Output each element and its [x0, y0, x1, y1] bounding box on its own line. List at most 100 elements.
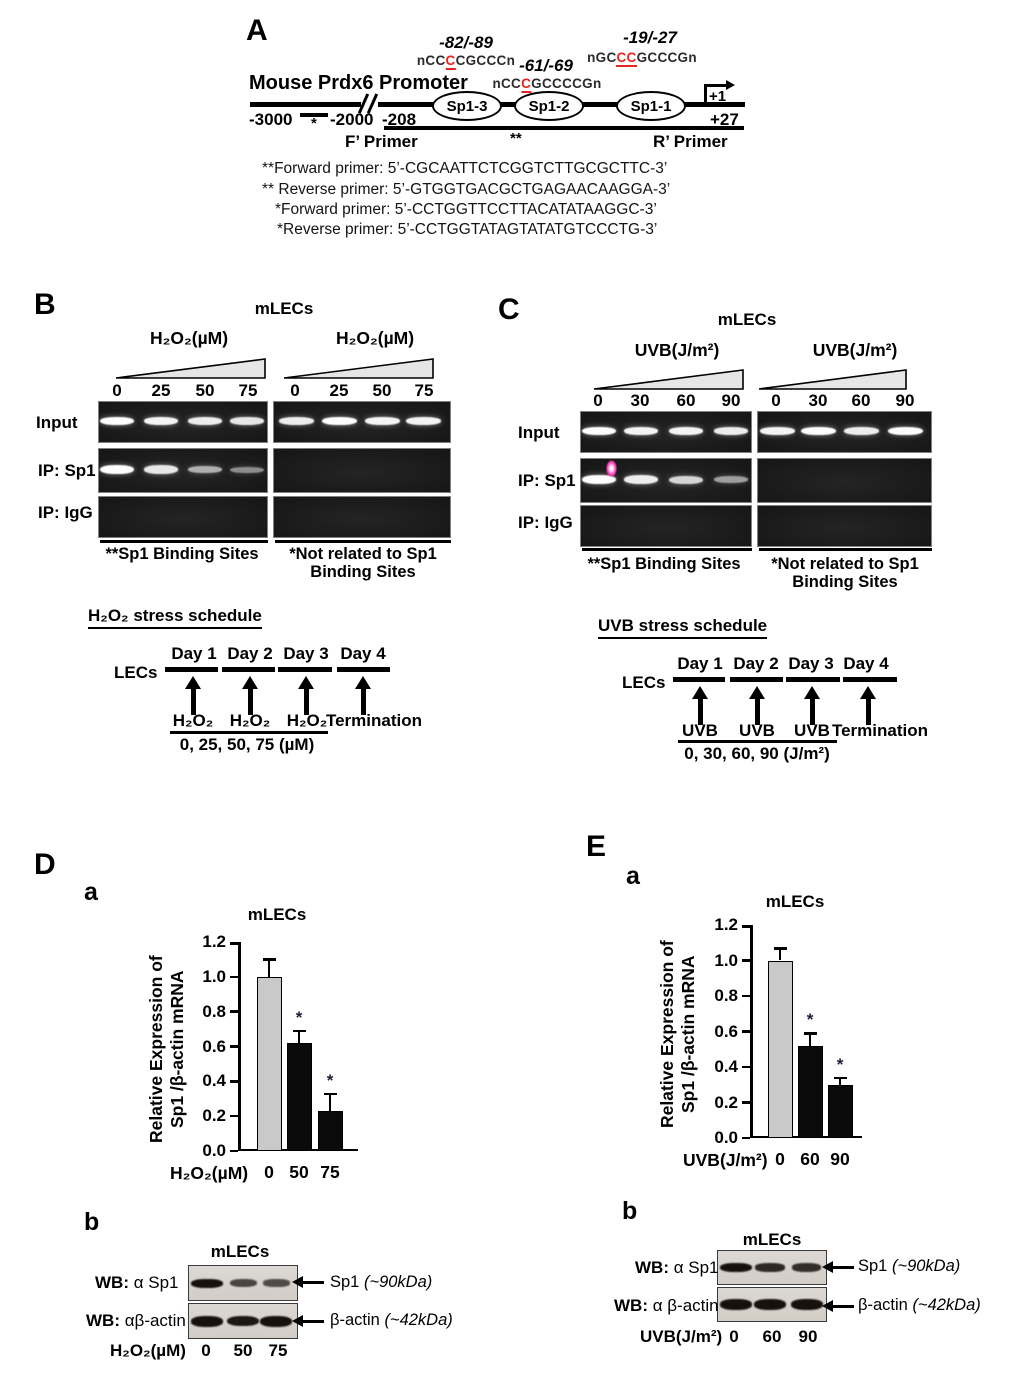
y-tick-label: 0.6 [714, 1021, 738, 1041]
treatment-arrow [298, 676, 314, 715]
gel-ip-igg-row [757, 505, 932, 547]
treatment-label: Termination [325, 711, 423, 730]
gel-caption-rule [582, 548, 752, 551]
gel-caption-not-related: *Not related to Sp1 [771, 555, 919, 573]
error-bar-cap [292, 1029, 306, 1033]
blot-band [260, 1315, 293, 1327]
reverse-primer-label: R’ Primer [653, 132, 728, 151]
dose-value: 25 [329, 381, 349, 400]
blot-band [791, 1263, 822, 1272]
panel-a-label: A [246, 14, 268, 47]
schedule-day: Day 3 [788, 654, 834, 673]
tss-label: +1 [709, 88, 727, 105]
highlighted-base: CC [616, 50, 637, 67]
dose-value: 25 [151, 381, 171, 400]
treatment-arrow [242, 676, 258, 715]
treatment-label: UVB [794, 721, 830, 740]
forward-primer-label: F’ Primer [345, 132, 418, 151]
gel-band [713, 427, 748, 435]
blot-dose-value: 0 [729, 1327, 739, 1346]
error-bar-cap [773, 947, 787, 950]
timeline-segment [786, 677, 840, 682]
y-tick [742, 925, 750, 928]
y-tick [742, 1065, 750, 1069]
bar-chart-h2o2: 0.0 0.2 0.4 0.6 0.8 1.0 1.2 0 50 * 75 * [202, 932, 358, 1182]
gel-row-label-input: Input [518, 423, 560, 442]
error-bar-cap [833, 1076, 847, 1080]
panel-e-a-label: a [626, 862, 640, 890]
error-bar-cap [803, 1032, 817, 1035]
gel-input-row [98, 401, 268, 443]
y-tick-label: 0.8 [714, 986, 738, 1005]
blot-dose-value: 0 [201, 1341, 211, 1360]
significance-star: * [836, 1054, 844, 1074]
gel-band [668, 475, 703, 484]
dose-value: 90 [895, 391, 915, 410]
wb-antibody-label-sp1: WB: α Sp1 [95, 1273, 179, 1292]
y-tick [230, 1045, 238, 1048]
blot-title: mLECs [742, 1230, 802, 1249]
y-tick-label: 0.6 [202, 1036, 226, 1056]
blot-band [754, 1263, 785, 1272]
gel-band [187, 466, 222, 474]
gel-row-label-ip-sp1: IP: Sp1 [518, 471, 576, 490]
y-tick [742, 994, 750, 998]
gel-ip-igg-row [273, 496, 451, 538]
treatment-arrow [185, 676, 201, 715]
chip-primer-region-line [384, 126, 744, 130]
y-tick [742, 1101, 750, 1104]
y-tick [230, 975, 238, 979]
x-category-label: 60 [800, 1149, 820, 1169]
dose-value: 0 [593, 391, 603, 410]
band-pointer-arrow [822, 1300, 854, 1311]
dose-value: 0 [771, 391, 781, 410]
dose-axis-label: H₂O₂(µM) [149, 328, 229, 348]
primer-sequence-line: ** Reverse primer: 5’-GTGGTGACGCTGAGAACA… [262, 181, 671, 198]
blot-dose-label: UVB(J/m²) [640, 1327, 723, 1346]
schedule-day: Day 1 [171, 644, 217, 663]
dose-gradient-wedge [283, 358, 434, 379]
wb-antibody-label-actin: WB: α β-actin [614, 1296, 719, 1315]
x-category-label: 90 [830, 1149, 850, 1169]
gel-band [623, 475, 658, 484]
blot-band [720, 1299, 753, 1310]
dose-value: 75 [238, 381, 258, 400]
y-tick-label: 1.0 [202, 966, 226, 986]
blot-dose-value: 90 [798, 1327, 818, 1346]
panel-d-a-label: a [84, 878, 98, 906]
schedule-day: Day 4 [843, 654, 889, 673]
schedule-cells-label: LECs [114, 663, 158, 682]
x-category-label: 75 [320, 1162, 340, 1182]
treatment-label: UVB [739, 721, 775, 740]
y-tick-label: 0.0 [714, 1128, 738, 1147]
dose-value: 0 [112, 381, 122, 400]
dose-axis-label: UVB(J/m²) [634, 340, 720, 360]
y-tick-label: 0.2 [714, 1092, 738, 1112]
panel-d-b-label: b [84, 1208, 100, 1236]
gel-band [581, 475, 616, 485]
gel-ip-igg-row [98, 496, 268, 538]
gel-input-row [580, 411, 752, 453]
gel-band [278, 417, 314, 425]
site-position-sp1-1: -19/-27 [623, 28, 677, 47]
gel-band [321, 417, 357, 426]
blot-dose-value: 60 [762, 1327, 782, 1346]
gel-ip-igg-row [580, 505, 752, 547]
site-sequence-sp1-1: nGCCCGCCCGn [587, 50, 697, 67]
error-bar-cap [323, 1092, 337, 1096]
y-tick-label: 0.4 [202, 1071, 226, 1091]
coord-plus27: +27 [710, 110, 739, 129]
blot-band [191, 1278, 224, 1288]
timeline-segment [730, 677, 783, 682]
x-category-label: 50 [289, 1162, 309, 1182]
stress-schedule-title: H₂O₂ stress schedule [88, 606, 262, 629]
star-primer-region-line [300, 113, 328, 117]
schedule-day: Day 2 [227, 644, 273, 663]
y-axis-line [750, 925, 753, 1138]
treatment-label: H₂O₂ [229, 711, 271, 730]
blot-band [191, 1315, 224, 1327]
timeline-segment [165, 667, 218, 672]
gel-band [187, 417, 222, 425]
dose-value: 60 [851, 391, 871, 410]
error-bar-line [328, 1093, 332, 1111]
